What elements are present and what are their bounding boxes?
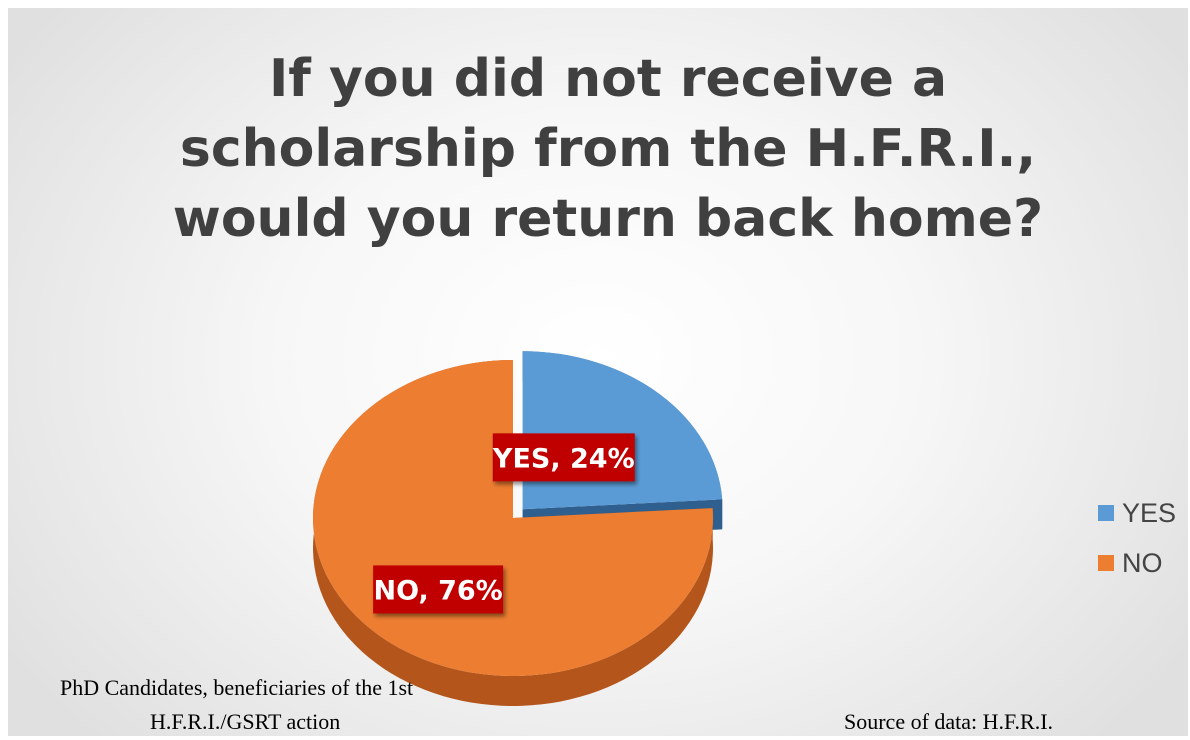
source-note: Source of data: H.F.R.I. (844, 709, 1054, 734)
data-label-no: NO, 76% (373, 575, 502, 606)
data-label-bg-yes (492, 433, 635, 482)
data-label-yes: YES, 24% (492, 443, 635, 474)
legend-swatch-yes (1098, 505, 1114, 521)
chart-title: If you did not receive a scholarship fro… (172, 49, 1044, 249)
data-label-bg-no (373, 565, 504, 614)
slice-yes (522, 351, 723, 510)
pie-chart: YES, 24% NO, 76% (312, 351, 723, 706)
legend-label-yes: YES (1122, 497, 1177, 528)
legend: YES NO (1098, 488, 1176, 588)
chart-slide: If you did not receive a scholarship fro… (8, 8, 1188, 736)
legend-item-yes: YES (1098, 488, 1176, 538)
legend-label-no: NO (1122, 547, 1163, 578)
legend-item-no: NO (1098, 538, 1176, 588)
population-note-line1: PhD Candidates, beneficiaries of the 1st (60, 675, 414, 700)
legend-swatch-no (1098, 555, 1114, 571)
population-note-line2: H.F.R.I./GSRT action (150, 709, 341, 734)
